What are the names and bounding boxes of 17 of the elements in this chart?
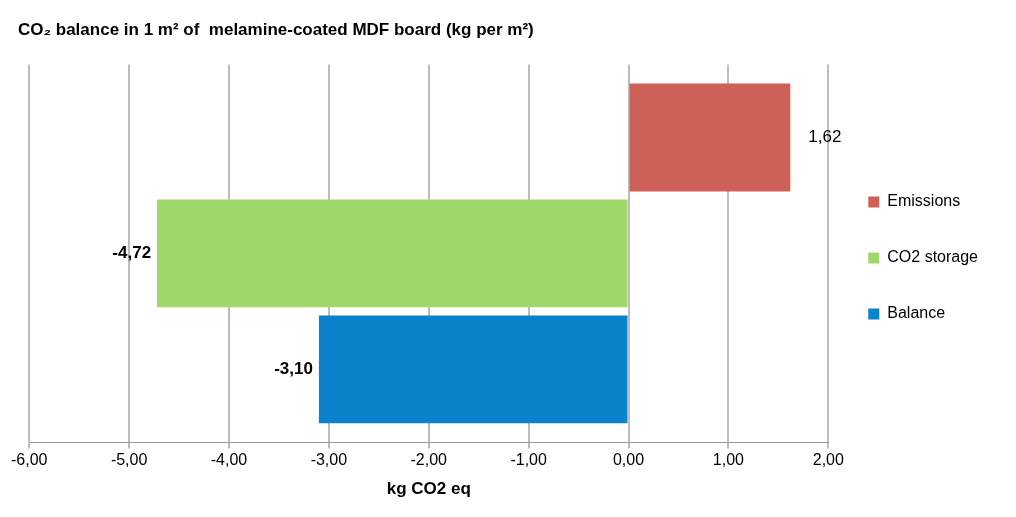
- data-label: 1,62: [808, 127, 842, 147]
- data-label: -3,10: [274, 359, 313, 379]
- legend-label: Balance: [887, 304, 946, 322]
- data-label: -4,72: [112, 243, 152, 263]
- x-tick-label: 1,00: [712, 451, 745, 469]
- chart-title: CO₂ balance in 1 m² of melamine-coated MDF board (kg per m²): [18, 19, 534, 39]
- x-tick-label: -1,00: [510, 451, 547, 469]
- x-tick-label: -3,00: [310, 451, 348, 469]
- x-tick-label: -4,00: [210, 451, 248, 469]
- legend-label: CO2 storage: [887, 248, 979, 266]
- legend-label: Emissions: [887, 192, 961, 210]
- x-tick-label: -5,00: [110, 451, 148, 469]
- x-tick-label: 0,00: [612, 451, 645, 469]
- x-tick-label: -2,00: [410, 451, 448, 469]
- x-tick-label: 2,00: [812, 451, 844, 469]
- x-tick-label: -6,00: [11, 451, 48, 469]
- x-axis-title: kg CO2 eq: [386, 479, 471, 499]
